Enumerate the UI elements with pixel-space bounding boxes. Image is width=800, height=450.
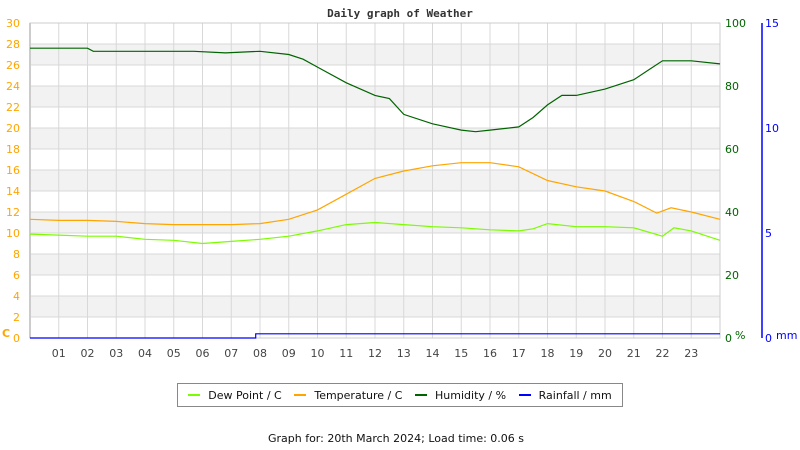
x-tick-label: 18: [541, 347, 555, 360]
x-tick-label: 07: [224, 347, 238, 360]
rain-tick-label: 15: [765, 17, 779, 30]
legend-item-dew-point: Dew Point / C: [188, 388, 282, 402]
left-tick-label: 20: [6, 122, 20, 135]
x-tick-label: 10: [311, 347, 325, 360]
temperature-line: [29, 162, 721, 226]
graph-footer: Graph for: 20th March 2024; Load time: 0…: [267, 432, 525, 445]
left-tick-label: 22: [6, 101, 20, 114]
right-tick-label: 60: [725, 143, 739, 156]
rain-tick-label: 10: [765, 122, 779, 135]
x-tick-label: 05: [167, 347, 181, 360]
x-tick-label: 12: [368, 347, 382, 360]
legend-label: Temperature / C: [314, 388, 403, 402]
right-tick-label: 100: [725, 17, 746, 30]
weather-chart: Daily graph of Weather 02468101214161820…: [2, 7, 797, 360]
x-tick-label: 06: [196, 347, 210, 360]
legend-item-humidity: Humidity / %: [415, 389, 506, 402]
legend-swatch: [518, 394, 531, 396]
humidity-line: [30, 47, 721, 133]
x-tick-label: 03: [109, 347, 123, 360]
x-tick-label: 23: [684, 347, 698, 360]
legend-item-temperature: Temperature / C: [294, 389, 402, 402]
legend-swatch: [188, 394, 201, 396]
left-tick-label: 28: [6, 38, 20, 51]
x-tick-label: 14: [426, 347, 440, 360]
left-tick-label: 14: [6, 185, 20, 198]
left-tick-label: 26: [6, 59, 20, 72]
left-tick-label: 18: [6, 143, 20, 156]
right-tick-label: 20: [725, 269, 739, 282]
left-tick-label: 2: [13, 311, 20, 324]
rain-tick-label: 5: [765, 227, 772, 240]
x-tick-label: 13: [397, 347, 411, 360]
legend-label: Dew Point / C: [208, 388, 282, 402]
left-tick-label: 16: [6, 164, 20, 177]
legend-label: Rainfall / mm: [538, 388, 612, 402]
legend-swatch: [415, 394, 428, 396]
left-tick-label: 8: [13, 248, 20, 261]
left-tick-label: 10: [6, 227, 20, 240]
left-tick-label: 6: [13, 269, 20, 282]
legend-swatch: [294, 394, 307, 396]
right-unit-label: %: [735, 329, 745, 342]
left-tick-label: 12: [6, 206, 20, 219]
left-tick-label: 4: [13, 290, 20, 303]
x-tick-label: 08: [253, 347, 267, 360]
x-tick-label: 01: [52, 347, 66, 360]
left-unit-label: C: [2, 327, 10, 340]
x-tick-label: 21: [627, 347, 641, 360]
right-tick-label: 0: [725, 332, 732, 345]
rain-unit-label: mm: [776, 329, 797, 342]
right-tick-label: 80: [725, 80, 739, 93]
x-tick-label: 20: [598, 347, 612, 360]
right-tick-label: 40: [725, 206, 739, 219]
legend-label: Humidity / %: [435, 388, 507, 402]
dew-point-line: [29, 221, 721, 245]
x-tick-label: 09: [282, 347, 296, 360]
chart-legend: Dew Point / C Temperature / C Humidity /…: [177, 383, 623, 407]
chart-title: Daily graph of Weather: [327, 7, 473, 20]
legend-item-rainfall: Rainfall / mm: [518, 388, 612, 402]
x-tick-label: 19: [569, 347, 583, 360]
x-tick-label: 22: [656, 347, 670, 360]
x-tick-label: 02: [81, 347, 95, 360]
left-tick-label: 0: [13, 332, 20, 345]
left-tick-label: 24: [6, 80, 20, 93]
rain-tick-label: 0: [765, 332, 772, 345]
x-tick-label: 04: [138, 347, 152, 360]
left-tick-label: 30: [6, 17, 20, 30]
x-tick-label: 16: [483, 347, 497, 360]
x-tick-label: 11: [339, 347, 353, 360]
x-tick-label: 17: [512, 347, 526, 360]
x-tick-label: 15: [454, 347, 468, 360]
rainfall-line: [30, 333, 720, 339]
